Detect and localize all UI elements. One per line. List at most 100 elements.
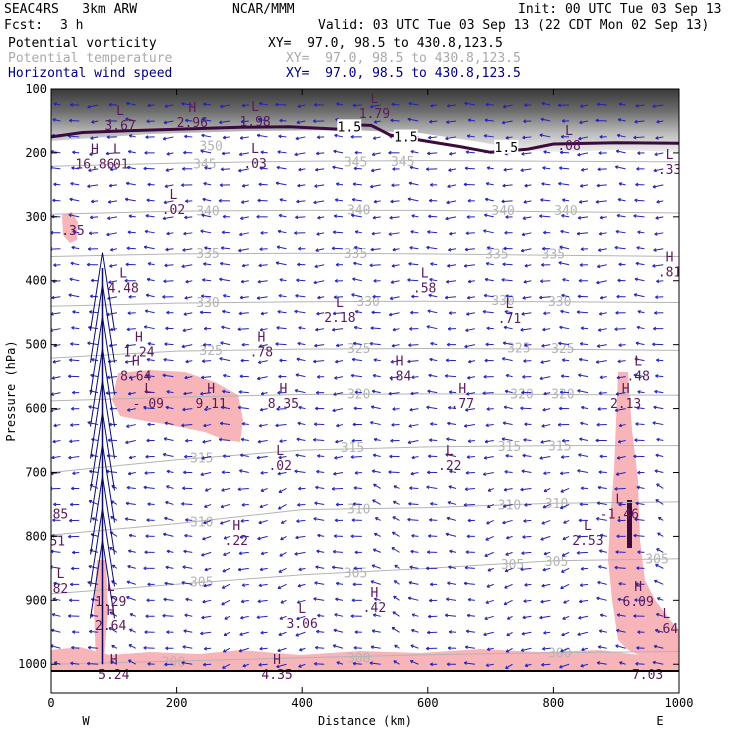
extremum-value: 1.79 [359, 107, 390, 122]
wind-arrow-shaft [70, 262, 80, 266]
wind-arrow-head [463, 263, 468, 268]
wind-arrow-shaft [71, 246, 80, 250]
wind-arrow [579, 120, 589, 125]
wind-arrow-head [107, 119, 111, 123]
theta-label: 330 [548, 295, 571, 310]
wind-arrow [370, 645, 381, 649]
wind-arrow-shaft [484, 214, 494, 218]
wind-arrow-head [200, 375, 205, 380]
wind-arrow [317, 295, 325, 300]
wind-arrow-shaft [408, 344, 419, 346]
wind-arrow-shaft [464, 167, 475, 170]
wind-arrow [654, 469, 664, 473]
wind-arrow-shaft [392, 328, 400, 331]
wind-arrow [68, 455, 80, 460]
wind-arrow [51, 613, 61, 617]
wind-arrow-head [297, 341, 301, 346]
wind-arrow-shaft [501, 200, 513, 203]
wind-arrow-shaft [181, 102, 193, 106]
wind-arrow-head [635, 103, 639, 108]
wind-arrow [237, 327, 249, 332]
wind-arrow-shaft [145, 215, 155, 218]
wind-arrow [448, 311, 457, 315]
wind-arrow-head [201, 133, 205, 138]
wind-arrow-head [615, 310, 619, 315]
wind-arrow-shaft [355, 231, 362, 234]
wind-arrow-head [240, 119, 244, 124]
wind-arrow-shaft [637, 310, 645, 314]
wind-arrow [185, 597, 193, 602]
wind-arrow [558, 341, 570, 346]
wind-arrow [392, 611, 400, 617]
theta-contour-345 [51, 160, 679, 167]
wind-arrow [200, 631, 212, 636]
wind-arrow-shaft [600, 296, 607, 299]
wind-arrow-shaft [616, 214, 626, 218]
wind-arrow [463, 423, 475, 428]
wind-arrow [126, 424, 136, 428]
wind-arrow-shaft [202, 119, 212, 122]
wind-arrow-head [370, 326, 374, 330]
high-marker: H [634, 580, 642, 595]
low-marker: L [170, 188, 178, 203]
pv-anomaly-midlevel [112, 370, 243, 442]
pv-anomaly-west-column [94, 560, 108, 660]
wind-arrow [653, 168, 664, 173]
wind-arrow-shaft [165, 406, 174, 410]
wind-arrow-head [166, 152, 170, 156]
wind-arrow-shaft [165, 248, 174, 251]
wind-arrow-head [315, 167, 319, 172]
wind-arrow-head [543, 391, 547, 396]
wind-arrow-shaft [317, 296, 325, 299]
wind-arrow-head [260, 150, 264, 155]
wind-arrow-head [184, 134, 188, 139]
wind-arrow [598, 391, 607, 396]
wind-arrow-shaft [446, 200, 457, 204]
wind-arrow [238, 390, 249, 394]
theta-contour-320 [51, 393, 679, 402]
wind-arrow-head [219, 120, 223, 125]
wind-arrow [482, 472, 494, 476]
wind-arrow [615, 310, 626, 315]
wind-arrow [295, 294, 306, 298]
wind-arrow [354, 230, 362, 234]
wind-arrow [315, 565, 325, 570]
wind-arrow [331, 565, 344, 570]
wind-arrow-head [614, 165, 619, 169]
theta-label: 345 [391, 155, 414, 170]
wind-arrow-shaft [105, 152, 117, 155]
wind-arrow [427, 309, 438, 314]
wind-arrow [128, 134, 136, 138]
wind-arrow-head [241, 263, 246, 268]
wind-arrow [523, 519, 532, 523]
wind-arrow-shaft [164, 343, 174, 346]
wind-arrow-shaft [276, 327, 287, 330]
wind-arrow-shaft [163, 200, 174, 204]
wind-arrow-shaft [354, 326, 362, 330]
wind-arrow [184, 295, 193, 300]
wind-arrow [352, 182, 362, 187]
wind-arrow-head [353, 166, 357, 171]
wind-arrow-head [162, 216, 166, 221]
wind-arrow [162, 136, 174, 141]
wind-arrow-head [615, 392, 620, 396]
wind-arrow-shaft [51, 408, 61, 412]
wind-arrow [410, 391, 419, 396]
wind-arrow [486, 407, 494, 411]
wind-arrow [184, 134, 193, 139]
wind-arrow-head [520, 168, 524, 172]
wind-arrow-shaft [313, 360, 325, 363]
high-marker: H [91, 142, 99, 157]
wind-arrow-head [219, 357, 223, 361]
wind-arrow [185, 438, 193, 443]
wind-arrow [372, 548, 381, 553]
wind-arrow [465, 150, 475, 155]
wind-arrow [354, 471, 362, 475]
wind-arrow [521, 631, 532, 636]
wind-arrow-shaft [295, 374, 306, 378]
wind-arrow [373, 199, 381, 204]
wind-arrow-head [277, 150, 281, 154]
wind-arrow [298, 567, 306, 572]
wind-arrow [411, 534, 419, 538]
wind-arrow [563, 599, 570, 604]
